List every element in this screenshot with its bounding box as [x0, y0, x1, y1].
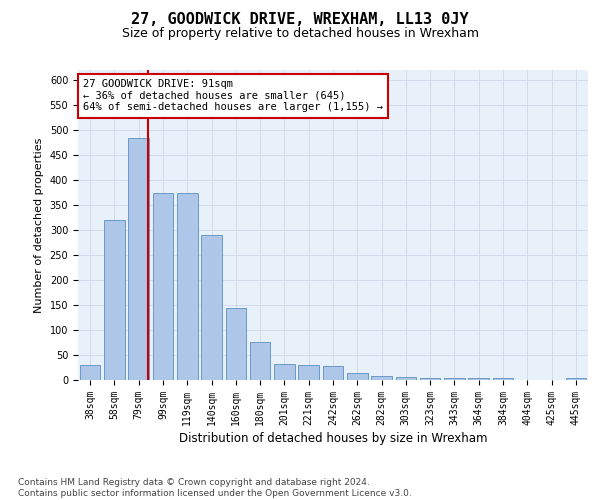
- Bar: [323, 366, 343, 380]
- Bar: [80, 365, 100, 380]
- Bar: [493, 378, 514, 380]
- Bar: [298, 365, 319, 380]
- Text: 27, GOODWICK DRIVE, WREXHAM, LL13 0JY: 27, GOODWICK DRIVE, WREXHAM, LL13 0JY: [131, 12, 469, 28]
- Bar: [274, 364, 295, 380]
- Bar: [177, 192, 197, 380]
- Y-axis label: Number of detached properties: Number of detached properties: [34, 138, 44, 312]
- Bar: [226, 308, 246, 380]
- Bar: [128, 138, 149, 380]
- Bar: [347, 372, 368, 380]
- X-axis label: Distribution of detached houses by size in Wrexham: Distribution of detached houses by size …: [179, 432, 487, 445]
- Bar: [201, 235, 222, 380]
- Bar: [469, 378, 489, 380]
- Bar: [152, 192, 173, 380]
- Text: Size of property relative to detached houses in Wrexham: Size of property relative to detached ho…: [121, 28, 479, 40]
- Text: 27 GOODWICK DRIVE: 91sqm
← 36% of detached houses are smaller (645)
64% of semi-: 27 GOODWICK DRIVE: 91sqm ← 36% of detach…: [83, 80, 383, 112]
- Bar: [566, 378, 586, 380]
- Bar: [395, 376, 416, 380]
- Bar: [250, 342, 271, 380]
- Bar: [104, 220, 125, 380]
- Bar: [420, 378, 440, 380]
- Bar: [444, 378, 465, 380]
- Bar: [371, 376, 392, 380]
- Text: Contains HM Land Registry data © Crown copyright and database right 2024.
Contai: Contains HM Land Registry data © Crown c…: [18, 478, 412, 498]
